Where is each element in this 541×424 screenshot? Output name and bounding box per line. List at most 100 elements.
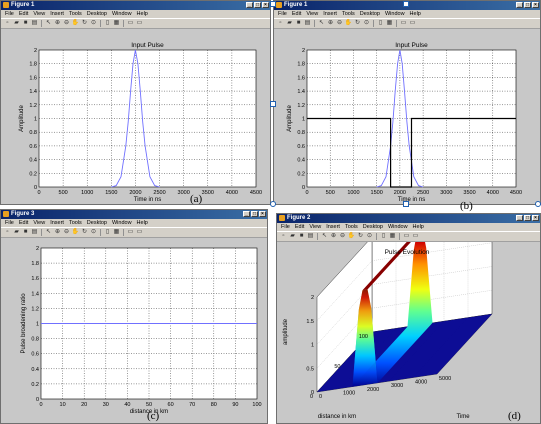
rotate-icon[interactable]: ↻	[81, 20, 88, 26]
pointer-icon[interactable]: ↖	[318, 20, 325, 26]
rotate-icon[interactable]: ↻	[81, 229, 88, 235]
menu-desktop[interactable]: Desktop	[86, 220, 107, 226]
colorbar-icon[interactable]: ▯	[381, 233, 386, 239]
pan-icon[interactable]: ✋	[347, 233, 356, 239]
selection-handle[interactable]	[270, 201, 276, 207]
show-tools-icon[interactable]: ▭	[412, 233, 419, 239]
close-button[interactable]: ×	[259, 211, 266, 217]
pointer-icon[interactable]: ↖	[45, 20, 52, 26]
maximize-button[interactable]: □	[524, 2, 531, 8]
menu-desktop[interactable]: Desktop	[362, 224, 383, 230]
window-titlebar[interactable]: Figure 3 _ □ ×	[1, 210, 267, 219]
figure-window-b[interactable]: Figure 1 _ □ × File Edit View Insert Too…	[273, 0, 541, 205]
menu-insert[interactable]: Insert	[50, 11, 64, 17]
minimize-button[interactable]: _	[516, 2, 523, 8]
menu-file[interactable]: File	[278, 11, 287, 17]
data-cursor-icon[interactable]: ⊙	[363, 20, 370, 26]
legend-icon[interactable]: ▦	[113, 229, 120, 235]
save-icon[interactable]: ■	[299, 233, 304, 239]
zoom-in-icon[interactable]: ⊕	[54, 20, 61, 26]
maximize-button[interactable]: □	[254, 2, 261, 8]
menu-view[interactable]: View	[309, 224, 322, 230]
menu-insert[interactable]: Insert	[323, 11, 337, 17]
menu-view[interactable]: View	[33, 11, 46, 17]
zoom-out-icon[interactable]: ⊖	[336, 20, 343, 26]
data-cursor-icon[interactable]: ⊙	[366, 233, 373, 239]
menu-edit[interactable]: Edit	[294, 224, 305, 230]
legend-icon[interactable]: ▦	[113, 20, 120, 26]
menu-window[interactable]: Window	[111, 220, 132, 226]
pointer-icon[interactable]: ↖	[45, 229, 52, 235]
menu-window[interactable]: Window	[384, 11, 405, 17]
colorbar-icon[interactable]: ▯	[378, 20, 383, 26]
save-icon[interactable]: ■	[23, 20, 28, 26]
open-folder-icon[interactable]: ▰	[287, 20, 292, 26]
hide-tools-icon[interactable]: ▭	[127, 229, 134, 235]
menu-file[interactable]: File	[5, 11, 14, 17]
print-icon[interactable]: ▤	[307, 233, 314, 239]
menu-view[interactable]: View	[33, 220, 46, 226]
hide-tools-icon[interactable]: ▭	[127, 20, 134, 26]
print-icon[interactable]: ▤	[304, 20, 311, 26]
new-file-icon[interactable]: ▫	[6, 229, 9, 235]
window-titlebar[interactable]: Figure 1 _ □ ×	[1, 1, 270, 10]
close-button[interactable]: ×	[532, 215, 539, 221]
minimize-button[interactable]: _	[246, 2, 253, 8]
selection-handle[interactable]	[535, 201, 541, 207]
show-tools-icon[interactable]: ▭	[136, 20, 143, 26]
open-folder-icon[interactable]: ▰	[290, 233, 295, 239]
minimize-button[interactable]: _	[516, 215, 523, 221]
menu-help[interactable]: Help	[412, 224, 424, 230]
new-file-icon[interactable]: ▫	[6, 20, 9, 26]
minimize-button[interactable]: _	[243, 211, 250, 217]
rotate-icon[interactable]: ↻	[357, 233, 364, 239]
menu-tools[interactable]: Tools	[341, 11, 355, 17]
hide-tools-icon[interactable]: ▭	[400, 20, 407, 26]
menu-window[interactable]: Window	[111, 11, 132, 17]
open-folder-icon[interactable]: ▰	[14, 20, 19, 26]
data-cursor-icon[interactable]: ⊙	[90, 20, 97, 26]
menu-edit[interactable]: Edit	[18, 11, 29, 17]
zoom-in-icon[interactable]: ⊕	[330, 233, 337, 239]
selection-handle[interactable]	[403, 1, 409, 7]
menu-tools[interactable]: Tools	[344, 224, 358, 230]
selection-handle[interactable]	[270, 1, 276, 7]
hide-tools-icon[interactable]: ▭	[403, 233, 410, 239]
menu-desktop[interactable]: Desktop	[86, 11, 107, 17]
selection-handle[interactable]	[403, 201, 409, 207]
close-button[interactable]: ×	[262, 2, 269, 8]
menu-desktop[interactable]: Desktop	[359, 11, 380, 17]
data-cursor-icon[interactable]: ⊙	[90, 229, 97, 235]
pan-icon[interactable]: ✋	[71, 229, 80, 235]
pointer-icon[interactable]: ↖	[321, 233, 328, 239]
colorbar-icon[interactable]: ▯	[105, 229, 110, 235]
legend-icon[interactable]: ▦	[386, 20, 393, 26]
menu-file[interactable]: File	[281, 224, 290, 230]
save-icon[interactable]: ■	[23, 229, 28, 235]
colorbar-icon[interactable]: ▯	[105, 20, 110, 26]
maximize-button[interactable]: □	[524, 215, 531, 221]
figure-window-c[interactable]: Figure 3 _ □ × File Edit View Insert Too…	[0, 209, 268, 424]
pan-icon[interactable]: ✋	[344, 20, 353, 26]
maximize-button[interactable]: □	[251, 211, 258, 217]
zoom-out-icon[interactable]: ⊖	[63, 20, 70, 26]
figure-window-a[interactable]: Figure 1 _ □ × File Edit View Insert Too…	[0, 0, 271, 205]
new-file-icon[interactable]: ▫	[279, 20, 282, 26]
print-icon[interactable]: ▤	[31, 20, 38, 26]
zoom-out-icon[interactable]: ⊖	[339, 233, 346, 239]
show-tools-icon[interactable]: ▭	[136, 229, 143, 235]
pan-icon[interactable]: ✋	[71, 20, 80, 26]
menu-help[interactable]: Help	[136, 220, 148, 226]
menu-edit[interactable]: Edit	[291, 11, 302, 17]
menu-help[interactable]: Help	[136, 11, 148, 17]
print-icon[interactable]: ▤	[31, 229, 38, 235]
figure-window-d[interactable]: Figure 2 _ □ × File Edit View Insert Too…	[276, 213, 541, 424]
legend-icon[interactable]: ▦	[389, 233, 396, 239]
zoom-out-icon[interactable]: ⊖	[63, 229, 70, 235]
menu-edit[interactable]: Edit	[18, 220, 29, 226]
new-file-icon[interactable]: ▫	[282, 233, 285, 239]
zoom-in-icon[interactable]: ⊕	[327, 20, 334, 26]
close-button[interactable]: ×	[532, 2, 539, 8]
zoom-in-icon[interactable]: ⊕	[54, 229, 61, 235]
menu-file[interactable]: File	[5, 220, 14, 226]
